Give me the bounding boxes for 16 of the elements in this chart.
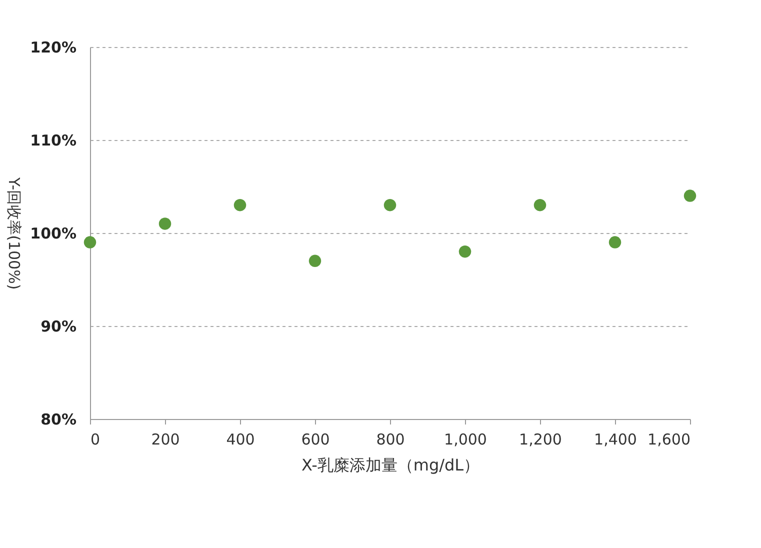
x-tick-label: 200 xyxy=(151,430,180,448)
x-axis-title: X-乳糜添加量（mg/dL） xyxy=(301,456,480,474)
x-tick-label: 1,000 xyxy=(444,430,487,448)
y-tick-label: 100% xyxy=(30,224,76,242)
x-tick-label: 400 xyxy=(226,430,255,448)
x-tick-label: 600 xyxy=(301,430,330,448)
y-tick-label: 110% xyxy=(30,132,76,150)
x-tick-label: 1,200 xyxy=(519,430,562,448)
x-tick-label: 800 xyxy=(376,430,405,448)
y-tick-label: 80% xyxy=(40,410,76,428)
x-tick-label: 0 xyxy=(90,430,100,448)
y-tick-label: 120% xyxy=(30,38,76,56)
x-tick-label: 1,400 xyxy=(594,430,637,448)
x-tick-label: 1,600 xyxy=(648,430,690,448)
y-tick-label: 90% xyxy=(40,318,76,336)
y-axis-title: Y-回收率(100%) xyxy=(5,176,24,290)
